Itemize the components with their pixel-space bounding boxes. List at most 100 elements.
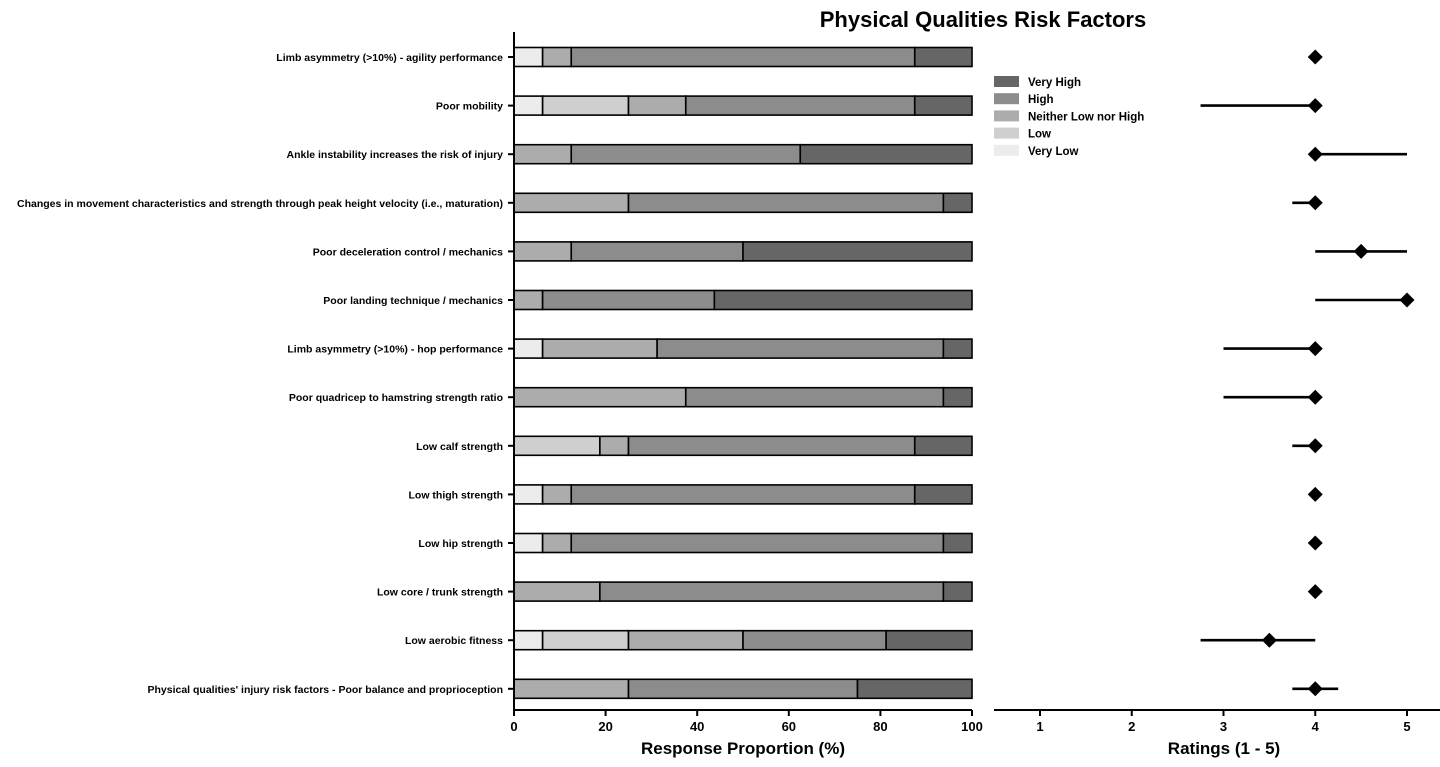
legend: Very High High Neither Low nor High Low Very… [994, 76, 1144, 158]
rating-marker [1307, 195, 1323, 211]
x-tick-label-response: 40 [690, 719, 704, 734]
axes: 0 20 40 60 80 100 1 2 3 4 5 [508, 32, 1440, 734]
bar-segment [513, 289, 544, 311]
category-label: Low core / trunk strength [377, 587, 503, 599]
category-label: Poor mobility [436, 101, 503, 113]
rating-marker [1307, 584, 1323, 600]
x-tick-label-ratings: 1 [1036, 719, 1043, 734]
bar-segment [541, 532, 573, 554]
bar-segment [913, 435, 973, 457]
category-label: Poor landing technique / mechanics [323, 295, 503, 307]
bar-segment [541, 629, 630, 651]
legend-label: Very Low [1028, 146, 1079, 158]
bar-segment [541, 338, 658, 359]
legend-label: High [1028, 94, 1054, 106]
bar-segment [541, 484, 573, 505]
bar-segment [942, 532, 973, 554]
category-label: Poor deceleration control / mechanics [313, 246, 503, 258]
bar-segment [513, 484, 544, 505]
legend-label: Low [1028, 129, 1051, 141]
x-tick-label-ratings: 5 [1403, 719, 1410, 734]
x-axis-label-response: Response Proportion (%) [641, 739, 845, 758]
category-label: Physical qualities' injury risk factors … [147, 684, 503, 696]
category-label: Poor quadricep to hamstring strength rat… [289, 392, 503, 404]
bar-segment [513, 678, 630, 700]
legend-label: Neither Low nor High [1028, 111, 1144, 123]
bar-segment [570, 143, 802, 165]
rating-marker [1307, 438, 1323, 454]
bar-segment [656, 338, 945, 359]
x-tick-label-response: 80 [873, 719, 887, 734]
category-label: Limb asymmetry (>10%) - hop performance [287, 344, 503, 356]
bar-segment [599, 581, 945, 602]
bar-segment [570, 46, 916, 68]
category-label: Ankle instability increases the risk of … [287, 149, 504, 161]
bar-segment [513, 532, 544, 554]
rating-marker [1353, 243, 1369, 259]
bar-segment [742, 241, 973, 262]
bar-segment [513, 46, 544, 68]
bar-segment [513, 241, 573, 262]
bar-segment [513, 338, 544, 359]
legend-swatch [994, 127, 1019, 139]
bar-segment [684, 95, 916, 116]
bar-segment [541, 289, 716, 311]
bar-segment [541, 95, 630, 116]
category-labels: Limb asymmetry (>10%) - agility performa… [17, 52, 503, 696]
rating-marker [1307, 486, 1323, 502]
bar-segment [627, 192, 945, 214]
bar-segment [885, 629, 973, 651]
legend-swatch [994, 93, 1019, 105]
bar-segment [942, 192, 973, 214]
rating-marker [1307, 341, 1323, 357]
legend-label: Very High [1028, 77, 1081, 89]
x-tick-label-ratings: 3 [1220, 719, 1227, 734]
rating-marker [1307, 98, 1323, 114]
rating-marker [1307, 681, 1323, 697]
legend-swatch [994, 110, 1019, 122]
category-label: Limb asymmetry (>10%) - agility performa… [276, 52, 503, 64]
x-tick-label-response: 100 [961, 719, 983, 734]
bar-segment [942, 386, 973, 408]
x-tick-label-ratings: 4 [1312, 719, 1320, 734]
bar-segment [513, 143, 573, 165]
chart-title: Physical Qualities Risk Factors [820, 7, 1146, 32]
rating-marker [1261, 632, 1277, 648]
rating-marker [1307, 535, 1323, 551]
bar-segment [627, 95, 687, 116]
bar-segment [570, 241, 744, 262]
rating-marker [1307, 146, 1323, 162]
bar-segment [627, 678, 859, 700]
stacked-bar-panel [513, 46, 973, 700]
bar-segment [541, 46, 573, 68]
bar-segment [713, 289, 973, 311]
category-label: Changes in movement characteristics and … [17, 198, 503, 210]
legend-swatch [994, 144, 1019, 156]
bar-segment [856, 678, 973, 700]
x-tick-label-ratings: 2 [1128, 719, 1135, 734]
bar-segment [913, 95, 973, 116]
category-label: Low calf strength [416, 441, 503, 453]
bar-segment [513, 95, 544, 116]
x-tick-label-response: 0 [510, 719, 517, 734]
legend-swatch [994, 76, 1019, 87]
bar-segment [742, 629, 887, 651]
bar-segment [627, 629, 744, 651]
x-axis-label-ratings: Ratings (1 - 5) [1168, 739, 1280, 758]
bar-segment [570, 484, 916, 505]
bar-segment [513, 581, 601, 602]
bar-segment [799, 143, 973, 165]
bar-segment [513, 435, 601, 457]
bar-segment [570, 532, 945, 554]
category-label: Low aerobic fitness [405, 635, 503, 647]
bar-segment [599, 435, 630, 457]
bar-segment [627, 435, 916, 457]
bar-segment [913, 484, 973, 505]
category-label: Low thigh strength [409, 489, 504, 501]
rating-marker [1307, 49, 1323, 65]
bar-segment [684, 386, 945, 408]
ratings-panel [1200, 49, 1415, 697]
x-tick-label-response: 60 [782, 719, 796, 734]
bar-segment [513, 192, 630, 214]
